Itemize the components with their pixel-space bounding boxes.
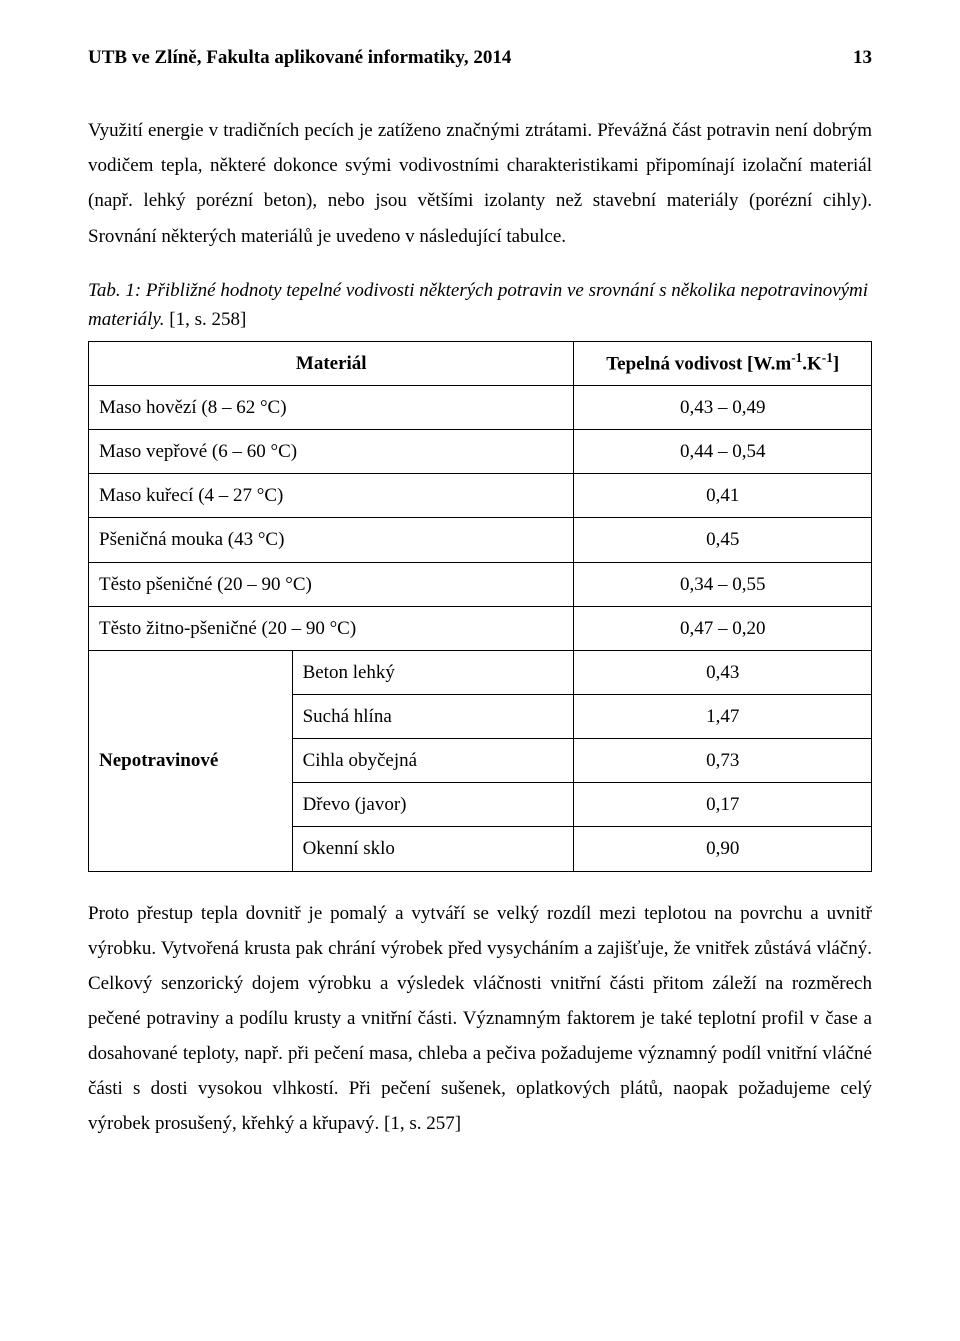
value-cell: 0,47 – 0,20 <box>574 606 872 650</box>
header-left: UTB ve Zlíně, Fakulta aplikované informa… <box>88 40 511 75</box>
material-cell: Maso hovězí (8 – 62 °C) <box>89 386 574 430</box>
table-row: Maso vepřové (6 – 60 °C)0,44 – 0,54 <box>89 430 872 474</box>
material-cell: Těsto žitno-pšeničné (20 – 90 °C) <box>89 606 574 650</box>
value-cell: 0,41 <box>574 474 872 518</box>
page: UTB ve Zlíně, Fakulta aplikované informa… <box>0 0 960 1341</box>
value-cell: 0,34 – 0,55 <box>574 562 872 606</box>
material-cell: Maso kuřecí (4 – 27 °C) <box>89 474 574 518</box>
page-number: 13 <box>853 40 872 75</box>
material-cell: Beton lehký <box>292 650 574 694</box>
value-cell: 0,17 <box>574 783 872 827</box>
running-header: UTB ve Zlíně, Fakulta aplikované informa… <box>88 40 872 75</box>
value-cell: 0,73 <box>574 739 872 783</box>
material-cell: Cihla obyčejná <box>292 739 574 783</box>
material-cell: Dřevo (javor) <box>292 783 574 827</box>
caption-prefix: Tab. 1: <box>88 280 146 301</box>
table-row: Těsto pšeničné (20 – 90 °C)0,34 – 0,55 <box>89 562 872 606</box>
material-cell: Suchá hlína <box>292 695 574 739</box>
value-cell: 1,47 <box>574 695 872 739</box>
material-cell: Těsto pšeničné (20 – 90 °C) <box>89 562 574 606</box>
value-cell: 0,43 – 0,49 <box>574 386 872 430</box>
value-cell: 0,90 <box>574 827 872 871</box>
material-cell: Maso vepřové (6 – 60 °C) <box>89 430 574 474</box>
table-caption: Tab. 1: Přibližné hodnoty tepelné vodivo… <box>88 276 872 335</box>
caption-citation: [1, s. 258] <box>165 309 247 330</box>
intro-paragraph: Využití energie v tradičních pecích je z… <box>88 113 872 254</box>
col-material: Materiál <box>89 341 574 385</box>
thermal-conductivity-table: Materiál Tepelná vodivost [W.m-1.K-1] Ma… <box>88 341 872 872</box>
value-cell: 0,44 – 0,54 <box>574 430 872 474</box>
material-cell: Okenní sklo <box>292 827 574 871</box>
value-cell: 0,43 <box>574 650 872 694</box>
material-cell: Pšeničná mouka (43 °C) <box>89 518 574 562</box>
table-row: Maso hovězí (8 – 62 °C)0,43 – 0,49 <box>89 386 872 430</box>
table-row: NepotravinovéBeton lehký0,43 <box>89 650 872 694</box>
table-header-row: Materiál Tepelná vodivost [W.m-1.K-1] <box>89 341 872 385</box>
table-row: Těsto žitno-pšeničné (20 – 90 °C)0,47 – … <box>89 606 872 650</box>
table-row: Maso kuřecí (4 – 27 °C)0,41 <box>89 474 872 518</box>
value-cell: 0,45 <box>574 518 872 562</box>
outro-paragraph: Proto přestup tepla dovnitř je pomalý a … <box>88 896 872 1142</box>
nonfood-group-cell: Nepotravinové <box>89 650 293 871</box>
col-value: Tepelná vodivost [W.m-1.K-1] <box>574 341 872 385</box>
table-row: Pšeničná mouka (43 °C)0,45 <box>89 518 872 562</box>
